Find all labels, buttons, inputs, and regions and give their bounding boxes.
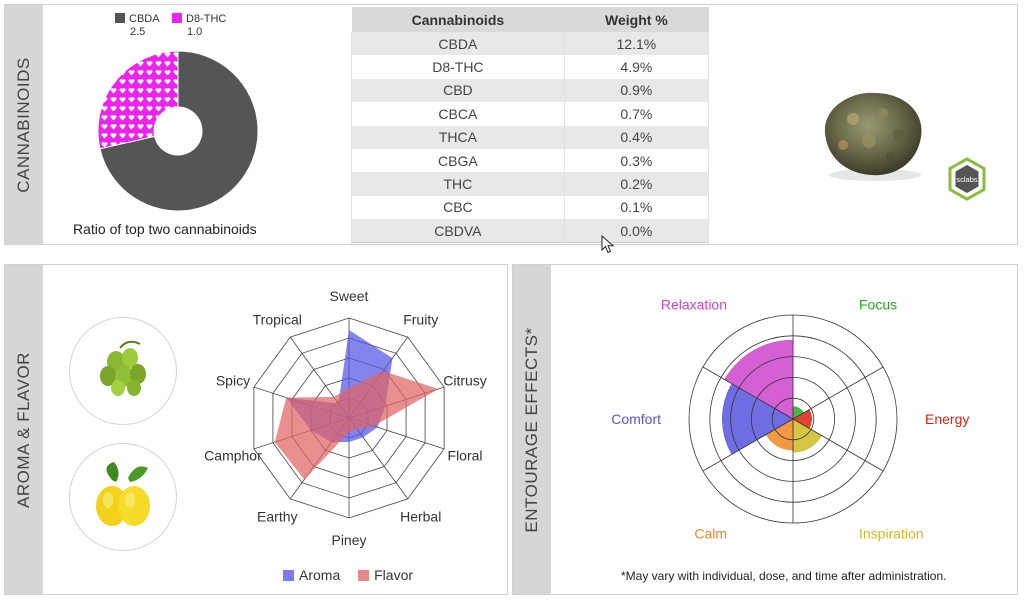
radar-axis-label-fruity: Fruity	[403, 311, 438, 327]
table-row: CBDA 12.1%	[351, 32, 710, 56]
donut-slice-d8thc	[97, 50, 179, 150]
mouse-cursor-icon	[601, 235, 615, 254]
sclabs-logo: sclabs	[948, 157, 986, 201]
cannabinoids-table: Cannabinoids Weight % CBDA 12.1% D8-THC 4.…	[351, 7, 710, 244]
legend-item-aroma: Aroma	[283, 567, 340, 583]
cell-name: CBD	[351, 78, 565, 103]
polar-slice-comfort	[722, 383, 794, 455]
radar-axis-label-tropical: Tropical	[253, 311, 302, 327]
entourage-effects-panel: ENTOURAGE EFFECTS* Focus Energy Inspiratio…	[512, 264, 1018, 595]
table-row: CBD 0.9%	[351, 78, 710, 103]
hops-icon	[69, 317, 177, 425]
legend-swatch-cbda	[115, 13, 125, 23]
cell-weight: 0.3%	[563, 148, 710, 173]
radar-axis-label-earthy: Earthy	[257, 509, 297, 525]
polar-label-comfort: Comfort	[611, 411, 661, 427]
radar-axis-label-citrusy: Citrusy	[443, 372, 487, 388]
polar-label-focus: Focus	[859, 297, 897, 313]
legend-value-d8thc: 1.0	[187, 26, 203, 38]
radar-axis-label-floral: Floral	[448, 448, 483, 464]
radar-axis-label-spicy: Spicy	[216, 372, 250, 388]
entourage-polar-chart: Focus Energy Inspiration Calm Comfort Relaxat…	[611, 297, 969, 542]
cell-weight: 0.0%	[563, 219, 710, 244]
cell-weight: 0.7%	[563, 102, 710, 126]
cell-name: THC	[351, 172, 565, 196]
legend-item-cbda: CBDA 2.5	[115, 13, 160, 39]
cell-weight: 0.9%	[563, 78, 710, 103]
polar-spoke	[702, 418, 794, 472]
cell-name: CBC	[351, 195, 565, 220]
legend-item-flavor: Flavor	[358, 567, 413, 583]
legend-swatch-flavor	[358, 570, 370, 581]
legend-label-aroma: Aroma	[299, 567, 341, 583]
cell-weight: 4.9%	[563, 55, 710, 79]
legend-value-cbda: 2.5	[130, 26, 146, 38]
polar-spoke	[702, 366, 794, 420]
donut-chart	[97, 50, 259, 212]
table-row: CBGA 0.3%	[351, 148, 710, 173]
cell-name: CBCA	[351, 102, 565, 126]
legend-label-d8thc: D8-THC	[186, 13, 227, 25]
polar-label-inspiration: Inspiration	[859, 525, 924, 541]
lemon-icon	[69, 443, 177, 551]
radar-axis-label-sweet: Sweet	[330, 291, 369, 304]
cell-name: CBGA	[351, 148, 565, 173]
entourage-section-label: ENTOURAGE EFFECTS*	[522, 326, 541, 533]
legend-item-d8thc: D8-THC 1.0	[172, 13, 226, 39]
polar-label-relaxation: Relaxation	[661, 297, 727, 313]
aroma-flavor-panel: AROMA & FLAVOR Sweet Fruity Citrusy Floral H…	[4, 264, 508, 595]
sclabs-logo-text: sclabs	[956, 175, 978, 184]
aroma-flavor-tab: AROMA & FLAVOR	[5, 265, 43, 594]
table-row: CBDVA 0.0%	[351, 219, 710, 244]
aroma-flavor-section-label: AROMA & FLAVOR	[14, 351, 33, 508]
polar-slice-relaxation	[724, 339, 794, 420]
cannabinoids-section-label: CANNABINOIDS	[14, 56, 33, 193]
table-row: CBCA 0.7%	[351, 102, 710, 126]
legend-swatch-aroma	[283, 570, 294, 581]
radar-axis-label-herbal: Herbal	[400, 509, 441, 525]
cell-weight: 0.2%	[563, 172, 710, 196]
col-header-cannabinoids: Cannabinoids	[351, 7, 565, 32]
table-row: CBC 0.1%	[351, 195, 710, 220]
cannabis-bud-image	[824, 92, 922, 181]
donut-slice-cbda	[99, 50, 259, 212]
cell-weight: 0.1%	[563, 195, 710, 220]
aroma-flavor-radar-chart: Sweet Fruity Citrusy Floral Herbal Piney Earth…	[204, 291, 487, 548]
polar-spoke	[792, 366, 884, 420]
legend-label-flavor: Flavor	[374, 567, 414, 583]
donut-caption: Ratio of top two cannabinoids	[73, 221, 257, 237]
polar-label-energy: Energy	[925, 411, 969, 427]
cell-name: CBDA	[351, 32, 565, 56]
col-header-weight: Weight %	[564, 7, 709, 32]
cell-weight: 0.4%	[563, 125, 710, 149]
table-row: THCA 0.4%	[351, 125, 710, 149]
polar-label-calm: Calm	[694, 525, 727, 541]
radar-legend: Aroma Flavor	[283, 567, 427, 583]
entourage-effects-tab: ENTOURAGE EFFECTS*	[513, 265, 551, 594]
cell-name: D8-THC	[351, 55, 565, 79]
radar-axis-label-camphor: Camphor	[204, 448, 262, 464]
table-row: THC 0.2%	[351, 172, 710, 196]
radar-series-flavor	[274, 371, 439, 480]
cell-name: CBDVA	[351, 219, 565, 244]
cannabinoids-panel: CANNABINOIDS CBDA 2.5 D8-THC 1.0 Ratio o…	[4, 4, 1018, 254]
cell-weight: 12.1%	[563, 32, 710, 56]
cannabinoids-tab: CANNABINOIDS	[5, 5, 43, 244]
table-row: D8-THC 4.9%	[351, 55, 710, 79]
radar-axis-label-piney: Piney	[331, 532, 366, 548]
legend-swatch-d8thc	[172, 13, 182, 23]
cell-name: THCA	[351, 125, 565, 149]
legend-label-cbda: CBDA	[129, 13, 160, 25]
entourage-footnote: *May vary with individual, dose, and tim…	[621, 569, 947, 583]
polar-spoke	[792, 418, 884, 472]
